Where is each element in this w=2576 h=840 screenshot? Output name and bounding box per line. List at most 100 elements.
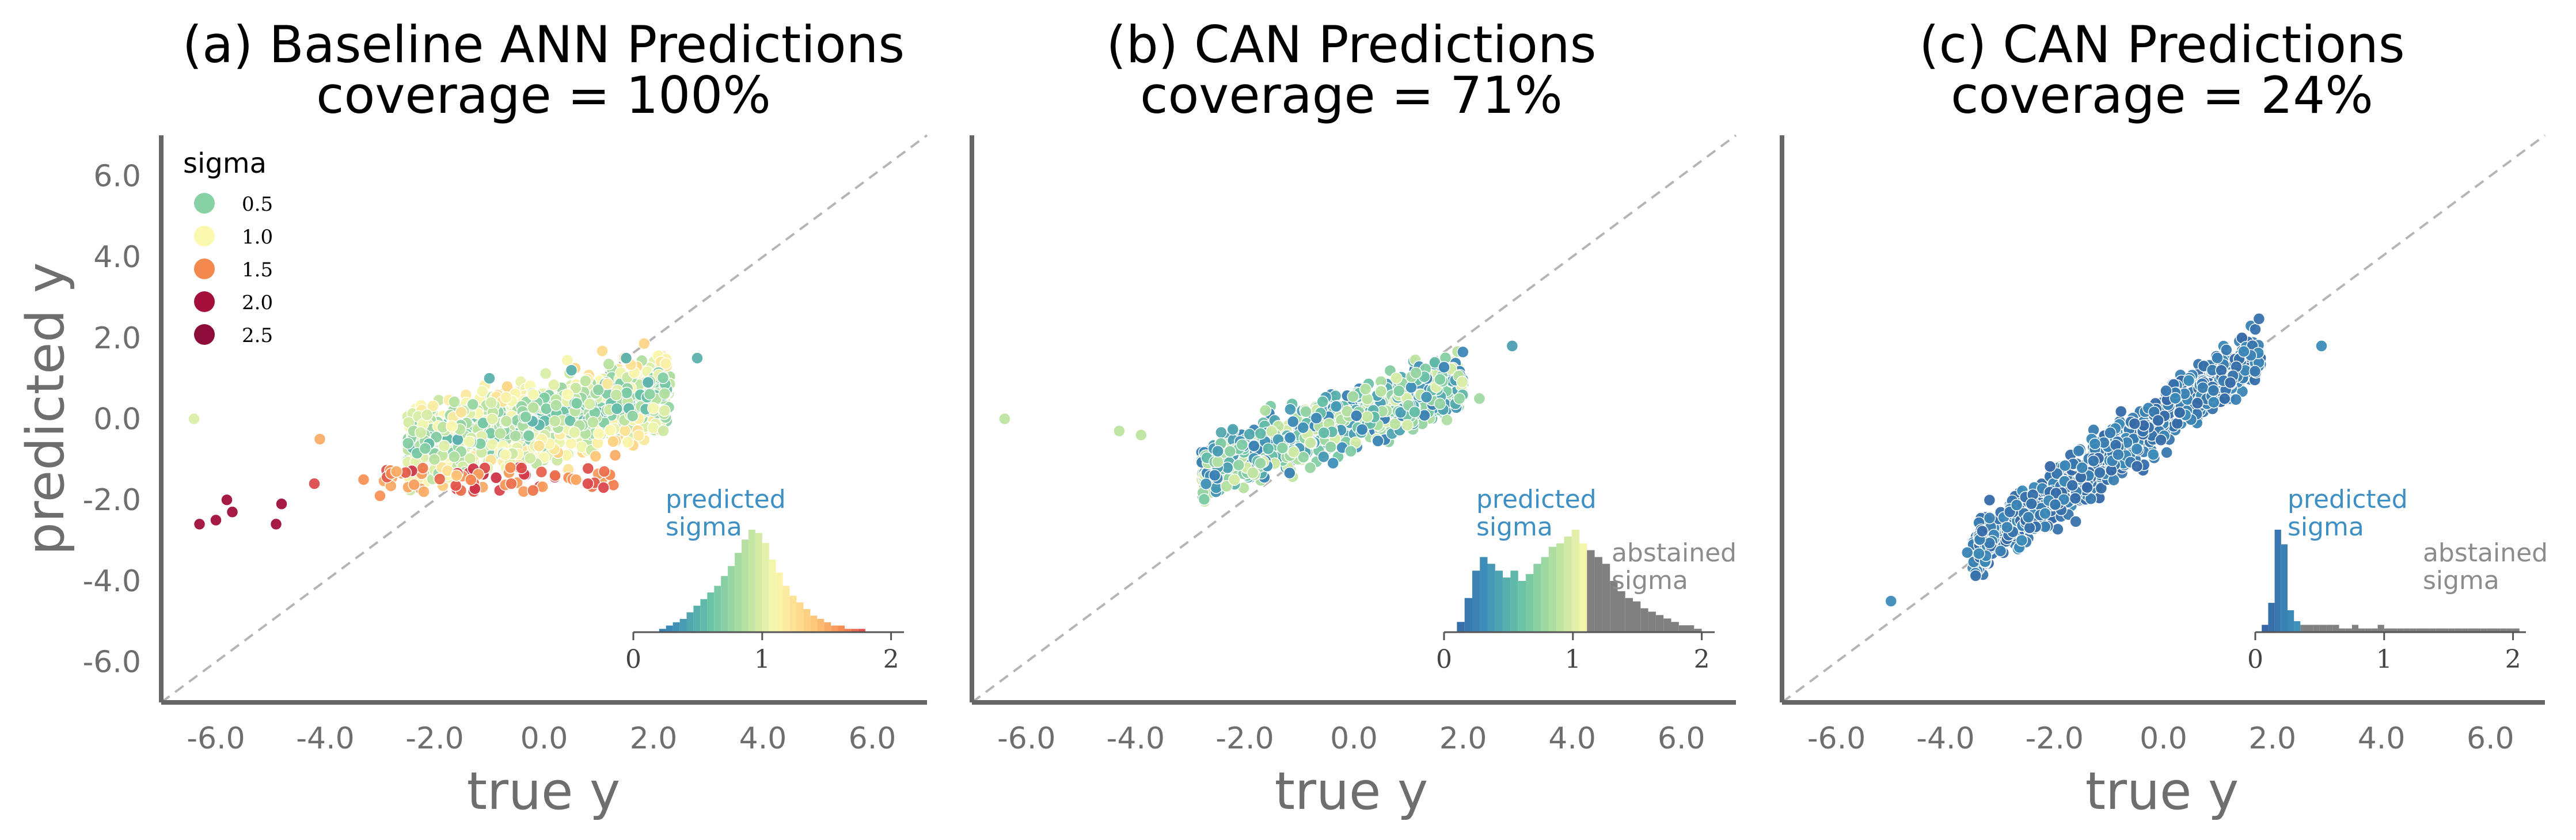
abstained-bar: [2410, 628, 2417, 632]
data-point: [2015, 534, 2028, 547]
panel-b-title-line1: (b) CAN Predictions: [1107, 15, 1597, 74]
data-point: [1994, 545, 2007, 557]
panel-a: -6.0 -4.0 -2.0 0.0 2.0 4.0 6.0 -6.0 -4.0 -2.0 0.0 2…: [83, 134, 928, 756]
histogram-bar: [803, 609, 811, 632]
data-point: [2058, 459, 2072, 472]
data-point: [2252, 313, 2266, 325]
data-point: [500, 415, 513, 428]
x-tick-label: 4.0: [1548, 721, 1596, 756]
abstained-bar: [1602, 564, 1610, 632]
data-point: [1283, 466, 1296, 480]
histogram-bar: [2281, 544, 2288, 632]
histogram-bar: [1548, 546, 1557, 632]
data-point: [2001, 520, 2013, 534]
histogram-bar: [1495, 571, 1503, 632]
histogram-bar: [1533, 564, 1541, 632]
abstained-bar: [2319, 625, 2327, 632]
abstained-bar: [2351, 625, 2359, 632]
data-point: [408, 478, 420, 491]
data-point: [499, 448, 512, 461]
histogram-bar: [707, 592, 715, 632]
x-tick-label: 4.0: [739, 721, 787, 756]
data-point: [1473, 392, 1486, 405]
data-point: [451, 433, 464, 446]
histogram-bar: [1480, 557, 1488, 632]
data-point: [527, 388, 539, 401]
data-point: [374, 489, 386, 502]
data-point: [450, 469, 463, 482]
data-point: [526, 484, 539, 497]
abstained-bar: [1648, 611, 1656, 632]
data-point: [1316, 396, 1329, 408]
data-point: [193, 518, 206, 531]
legend-marker-3: [194, 291, 215, 312]
data-point: [2182, 374, 2195, 387]
data-point: [2160, 446, 2173, 459]
data-point: [1304, 436, 1317, 449]
data-point: [466, 398, 479, 411]
x-tick-label: 2.0: [2248, 721, 2296, 756]
panel-a-title-line2: coverage = 100%: [316, 66, 771, 125]
data-point: [1324, 440, 1337, 454]
data-point: [2191, 397, 2204, 410]
data-point: [401, 437, 415, 450]
data-point: [1374, 385, 1388, 398]
data-point: [569, 382, 582, 394]
data-point: [1300, 405, 1312, 418]
inset-tick-label: 0: [1436, 645, 1452, 674]
abstained-bar: [2416, 628, 2423, 632]
data-point: [515, 462, 528, 474]
data-point: [500, 391, 512, 404]
legend-label-1: 1.0: [242, 226, 273, 249]
x-tick-label: 0.0: [1330, 721, 1378, 756]
data-point: [2066, 479, 2079, 492]
histogram-bar: [1487, 564, 1495, 632]
data-point: [589, 450, 602, 463]
data-point: [2010, 499, 2023, 512]
data-point: [2128, 417, 2141, 430]
data-point: [2130, 443, 2144, 455]
abstained-bar: [1671, 622, 1679, 632]
data-point: [1401, 419, 1414, 432]
abstained-bar: [2455, 628, 2462, 632]
x-tick-label: 2.0: [630, 721, 678, 756]
inset-tick-label: 1: [1565, 645, 1581, 674]
data-point: [691, 352, 704, 364]
data-point: [2218, 392, 2231, 405]
abstained-bar: [2371, 628, 2378, 632]
data-point: [417, 485, 430, 498]
data-point: [621, 436, 634, 448]
data-point: [357, 473, 370, 486]
data-point: [596, 344, 609, 358]
histogram-bar: [714, 586, 721, 632]
data-point: [604, 424, 617, 437]
data-point: [2155, 434, 2167, 447]
data-point: [527, 401, 539, 414]
data-point: [2315, 340, 2328, 352]
data-point: [1973, 547, 1985, 560]
data-point: [2094, 466, 2106, 479]
abstained-bar: [1655, 615, 1664, 632]
data-point: [656, 371, 670, 385]
data-point: [419, 442, 432, 455]
histogram-bar: [659, 629, 666, 632]
data-point: [658, 387, 671, 400]
data-point: [609, 449, 622, 462]
data-point: [583, 397, 596, 411]
data-point: [448, 396, 461, 408]
data-point: [504, 461, 517, 474]
data-point: [486, 413, 499, 425]
histogram-bar: [1571, 530, 1579, 632]
data-point: [2152, 414, 2164, 427]
data-point: [494, 427, 507, 440]
data-point: [505, 477, 518, 490]
data-point: [2043, 460, 2057, 473]
data-point: [1276, 442, 1289, 454]
abstained-bar: [2332, 625, 2339, 632]
legend-title: sigma: [183, 147, 267, 180]
histogram-bar: [673, 622, 680, 632]
data-point: [221, 493, 233, 506]
abstained-bar: [1640, 608, 1648, 632]
abstained-bar: [2474, 628, 2481, 632]
